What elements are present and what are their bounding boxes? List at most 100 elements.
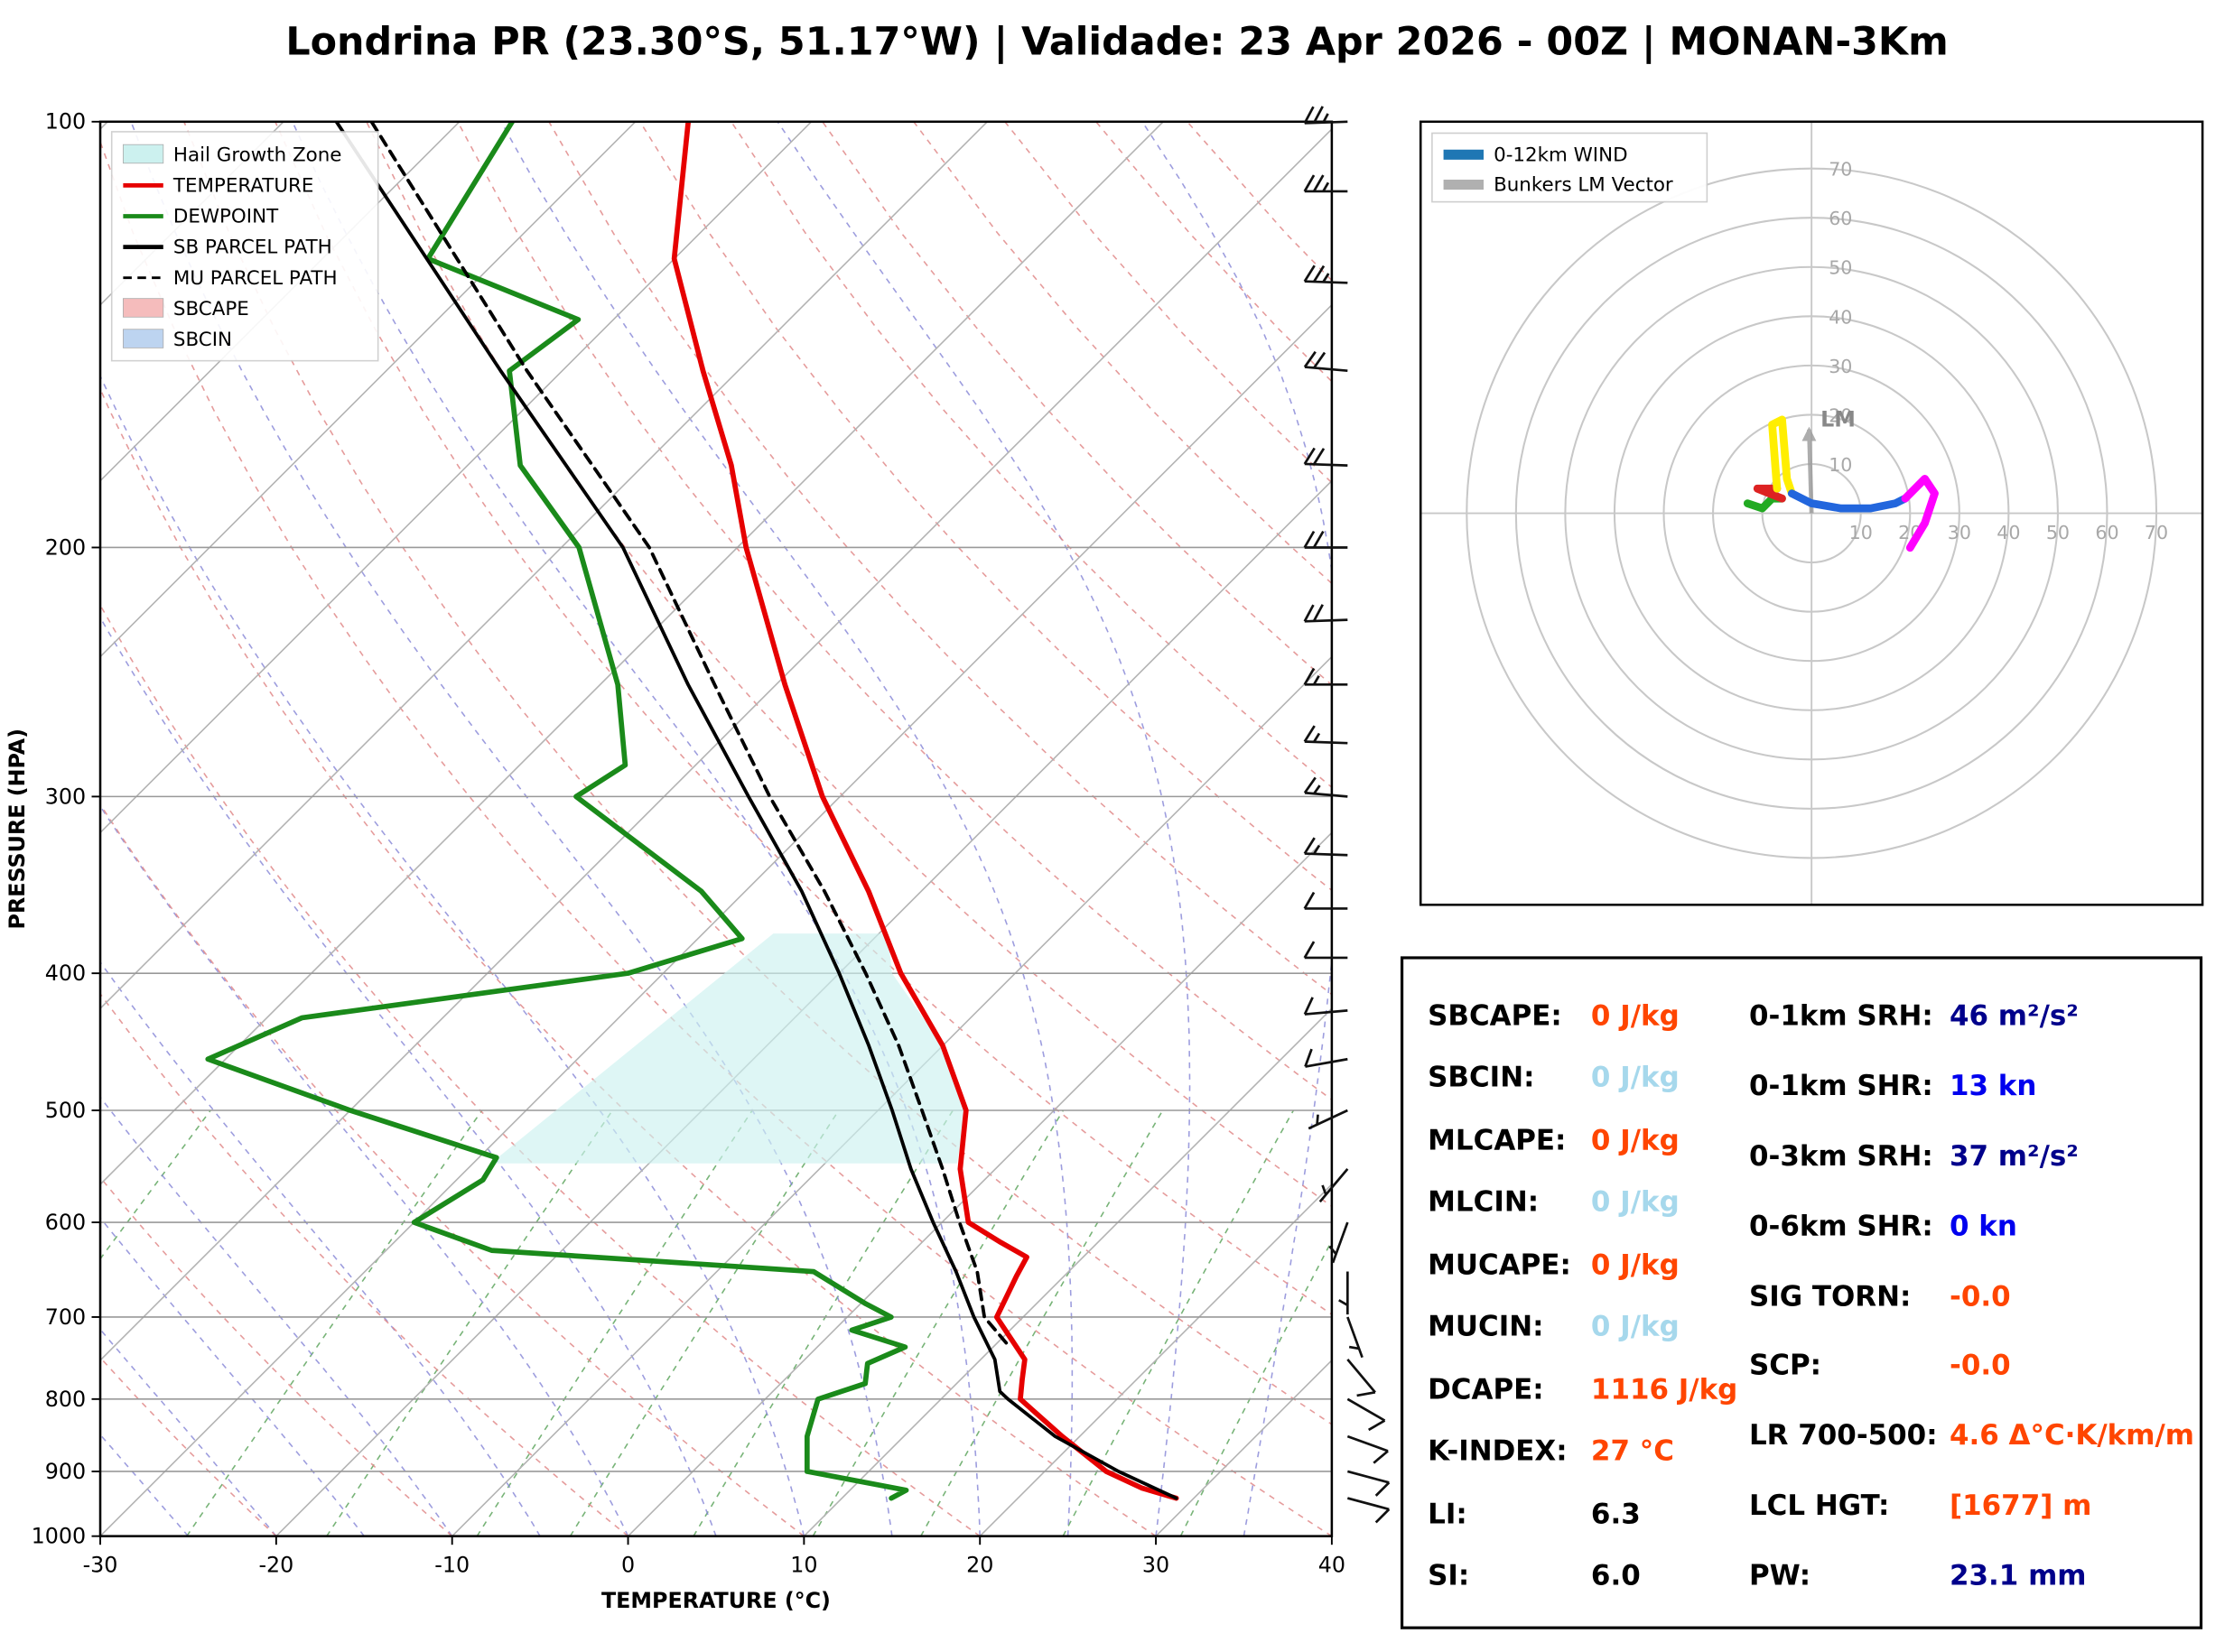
temperature-tick-label: 20 [966, 1552, 993, 1577]
stat-label: MLCAPE: [1428, 1123, 1567, 1157]
pressure-tick-label: 600 [45, 1210, 86, 1235]
stat-label: MUCAPE: [1428, 1248, 1571, 1281]
wind-barb [1346, 1359, 1376, 1397]
stat-label: 0-3km SRH: [1748, 1138, 1933, 1173]
wind-barbs [1303, 106, 1391, 1524]
stat-label: 0-6km SHR: [1748, 1209, 1933, 1242]
legend-label: Hail Growth Zone [173, 144, 342, 166]
stat-label: SI: [1428, 1558, 1470, 1592]
trace-segment [1901, 474, 1939, 552]
dewpoint-curve [205, 121, 909, 1501]
pressure-tick-label: 900 [45, 1459, 86, 1484]
hodograph-frame [1419, 120, 2204, 906]
stat-row: 0-6km SHR: 0 kn [1749, 1209, 2194, 1241]
wind-barb [1346, 1434, 1389, 1464]
stat-row: MUCAPE: 0 J/kg [1428, 1248, 1737, 1281]
trace-segment [1787, 489, 1910, 513]
stat-value: 0 J/kg [1590, 1123, 1680, 1157]
legend-label: MU PARCEL PATH [173, 267, 338, 290]
ring-label: 50 [1829, 257, 1852, 279]
stat-label: MUCIN: [1428, 1310, 1544, 1343]
wind-barb [1303, 174, 1348, 193]
sounding-curves [205, 121, 1179, 1501]
stat-value: 0 J/kg [1590, 1185, 1680, 1220]
stat-label: DCAPE: [1428, 1372, 1544, 1406]
ring-label: 50 [2046, 522, 2070, 543]
hodo-legend-label: 0-12km WIND [1494, 144, 1628, 166]
legend-swatch-5 [122, 298, 164, 318]
temperature-tick-label: 30 [1142, 1552, 1169, 1577]
wind-barb [1328, 1221, 1349, 1264]
sb-parcel-path-curve [334, 121, 1178, 1500]
legend-label: SBCIN [173, 329, 232, 351]
hodograph-ring [1514, 217, 2108, 810]
skewt-gridlines [100, 121, 1332, 1536]
stat-label: LCL HGT: [1748, 1489, 1890, 1523]
stat-value: 0 J/kg [1590, 998, 1680, 1033]
stat-row: LR 700-500: 4.6 Δ°C·K/km/m [1749, 1419, 2194, 1452]
pressure-tick-label: 100 [45, 109, 86, 135]
pressure-tick-label: 700 [45, 1304, 86, 1330]
page-title: Londrina PR (23.30°S, 51.17°W) | Validad… [285, 20, 1949, 65]
stat-row: SBCAPE: 0 J/kg [1428, 999, 1737, 1032]
stat-value: 37 m²/s² [1950, 1138, 2079, 1173]
hodograph-ring [1564, 265, 2059, 761]
stat-row: SIG TORN: -0.0 [1749, 1279, 2194, 1312]
wind-barb [1303, 106, 1348, 125]
stat-label: 0-1km SRH: [1748, 998, 1933, 1033]
wind-barb [1303, 447, 1348, 467]
wind-barb [1346, 1316, 1364, 1359]
stat-value: [1677] m [1950, 1489, 2092, 1523]
ring-label: 60 [1829, 208, 1852, 229]
pressure-tick-label: 200 [45, 534, 86, 560]
legend-label: TEMPERATURE [172, 175, 314, 198]
hodograph-ring [1466, 167, 2158, 859]
stat-label: SBCIN: [1428, 1061, 1535, 1095]
stat-row: PW: 23.1 mm [1749, 1559, 2194, 1592]
stat-value: 6.0 [1590, 1558, 1641, 1592]
stat-row: 0-1km SRH: 46 m²/s² [1749, 999, 2194, 1032]
legend-swatch-6 [122, 329, 164, 348]
legend-label: DEWPOINT [173, 206, 279, 228]
stat-label: SCP: [1748, 1349, 1821, 1382]
lm-label: LM [1820, 407, 1856, 432]
stats-column-left: SBCAPE: 0 J/kg SBCIN: 0 J/kg MLCAPE: 0 J/kg ML… [1428, 960, 1737, 1627]
wind-barb [1338, 1271, 1349, 1315]
x-axis-title: TEMPERATURE (°C) [601, 1588, 831, 1613]
hodograph-ring [1662, 364, 1960, 663]
hodo-legend-label: Bunkers LM Vector [1494, 174, 1673, 197]
hodograph-trace [1743, 415, 1939, 552]
stat-value: 0 J/kg [1590, 1310, 1680, 1343]
pressure-tick-label: 1000 [32, 1524, 86, 1549]
wind-barb [1346, 1497, 1391, 1524]
trace-segment [1753, 484, 1786, 503]
wind-barb [1303, 725, 1348, 745]
wind-barb [1303, 891, 1348, 910]
wind-barb [1303, 265, 1348, 284]
wind-barb [1303, 997, 1348, 1016]
stat-row: MLCAPE: 0 J/kg [1428, 1124, 1737, 1156]
hodograph-ring [1613, 315, 2010, 711]
wind-barb [1303, 604, 1348, 623]
stat-value: 27 °C [1590, 1434, 1674, 1468]
stat-row: 0-3km SRH: 37 m²/s² [1749, 1139, 2194, 1172]
wind-barb [1303, 837, 1348, 857]
stat-value: 4.6 Δ°C·K/km/m [1950, 1419, 2194, 1452]
ring-label: 30 [1948, 522, 1971, 543]
temperature-tick-label: -20 [258, 1552, 293, 1577]
trace-segment [1768, 415, 1796, 498]
stat-label: 0-1km SHR: [1748, 1069, 1933, 1102]
stat-value: 0 kn [1950, 1209, 2017, 1242]
pressure-tick-label: 400 [45, 961, 86, 986]
stat-label: LR 700-500: [1748, 1419, 1938, 1452]
wind-barb [1308, 1109, 1348, 1130]
stat-value: 13 kn [1950, 1069, 2037, 1102]
legend-label: SBCAPE [173, 298, 249, 320]
stat-value: -0.0 [1950, 1349, 2011, 1382]
ring-label: 10 [1849, 522, 1873, 543]
stat-row: SCP: -0.0 [1749, 1350, 2194, 1382]
stat-row: LI: 6.3 [1428, 1497, 1737, 1529]
